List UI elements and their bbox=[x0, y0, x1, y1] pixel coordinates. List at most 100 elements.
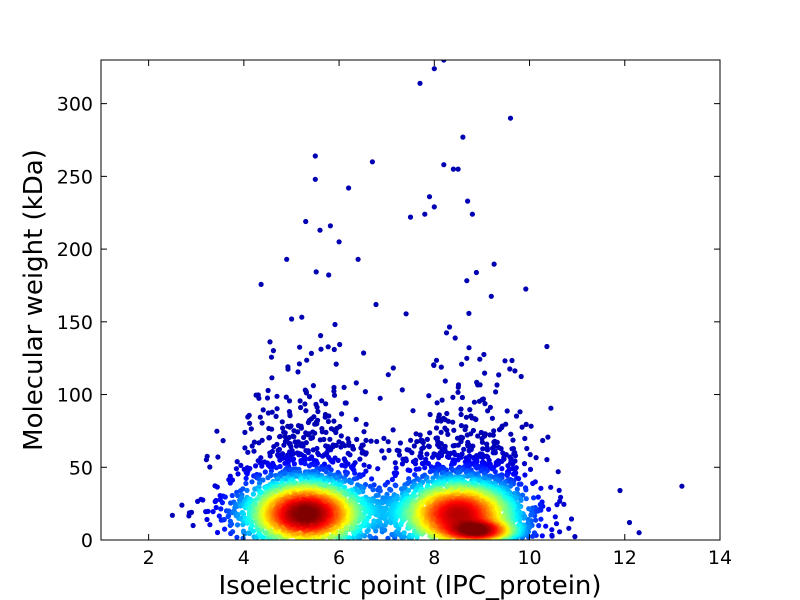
data-point bbox=[222, 526, 228, 532]
data-point bbox=[438, 429, 444, 435]
data-point bbox=[169, 512, 175, 518]
data-point bbox=[492, 469, 498, 475]
data-point bbox=[282, 460, 288, 466]
data-point bbox=[235, 471, 241, 477]
data-point bbox=[528, 423, 534, 429]
data-point bbox=[303, 390, 309, 396]
data-point bbox=[331, 346, 337, 353]
data-point bbox=[373, 528, 379, 534]
data-point bbox=[333, 429, 339, 436]
data-point bbox=[427, 469, 433, 475]
data-point bbox=[429, 454, 436, 460]
data-points bbox=[169, 60, 685, 540]
data-point bbox=[222, 494, 228, 500]
data-point bbox=[482, 370, 488, 376]
data-point bbox=[313, 269, 319, 275]
data-point bbox=[305, 432, 311, 438]
data-point bbox=[507, 366, 513, 372]
data-point bbox=[524, 445, 530, 452]
data-point bbox=[287, 413, 293, 419]
data-point bbox=[455, 166, 461, 172]
data-point bbox=[487, 404, 493, 410]
data-point bbox=[362, 451, 369, 457]
data-point bbox=[426, 444, 432, 450]
data-point bbox=[328, 467, 334, 473]
data-point bbox=[539, 533, 545, 539]
data-point bbox=[257, 414, 263, 420]
data-point bbox=[531, 495, 537, 501]
data-point bbox=[411, 443, 417, 449]
data-point bbox=[546, 506, 552, 512]
data-point bbox=[323, 469, 329, 475]
data-point bbox=[485, 408, 491, 414]
data-point bbox=[388, 487, 394, 493]
data-point bbox=[536, 523, 542, 529]
data-point bbox=[314, 404, 320, 410]
data-point bbox=[268, 354, 275, 360]
data-point bbox=[362, 389, 368, 395]
data-point bbox=[230, 529, 236, 535]
data-point bbox=[396, 448, 402, 454]
data-point bbox=[318, 346, 324, 352]
data-point bbox=[363, 421, 369, 427]
data-point bbox=[393, 465, 399, 471]
data-point bbox=[188, 509, 195, 515]
data-point bbox=[297, 344, 303, 350]
data-point bbox=[390, 427, 396, 433]
data-point bbox=[540, 437, 546, 444]
data-point bbox=[205, 508, 211, 514]
data-point bbox=[392, 472, 398, 479]
data-point bbox=[325, 344, 331, 350]
data-point bbox=[463, 414, 469, 420]
data-point bbox=[337, 482, 343, 488]
data-point bbox=[512, 368, 518, 374]
data-point bbox=[548, 405, 554, 411]
data-point bbox=[240, 486, 246, 492]
data-point bbox=[491, 439, 497, 445]
data-point bbox=[507, 115, 514, 121]
data-point bbox=[474, 465, 480, 471]
data-point bbox=[431, 362, 437, 368]
data-point bbox=[480, 454, 486, 460]
data-point bbox=[322, 414, 328, 420]
data-point bbox=[450, 166, 456, 172]
data-point bbox=[514, 486, 520, 492]
data-point bbox=[310, 447, 316, 453]
data-point bbox=[234, 459, 240, 465]
data-point bbox=[339, 411, 345, 417]
data-point bbox=[386, 447, 392, 453]
data-point bbox=[424, 451, 430, 457]
data-point bbox=[466, 345, 472, 351]
data-point bbox=[213, 497, 219, 504]
data-point bbox=[427, 430, 433, 436]
data-point bbox=[636, 530, 642, 536]
data-point bbox=[333, 361, 339, 367]
data-point bbox=[363, 468, 369, 474]
data-point bbox=[431, 204, 437, 210]
data-point bbox=[523, 487, 529, 493]
data-point bbox=[433, 357, 440, 363]
data-point bbox=[525, 516, 531, 523]
data-point bbox=[312, 421, 318, 427]
data-point bbox=[558, 494, 564, 500]
data-point bbox=[379, 448, 385, 454]
data-point bbox=[413, 431, 419, 437]
data-point bbox=[228, 521, 235, 527]
data-point bbox=[535, 494, 541, 500]
data-point bbox=[299, 314, 305, 320]
data-point bbox=[320, 453, 326, 459]
data-point bbox=[235, 492, 241, 499]
data-point bbox=[234, 522, 241, 528]
data-point bbox=[218, 506, 224, 512]
data-point bbox=[274, 406, 280, 412]
data-point bbox=[409, 450, 415, 456]
data-point bbox=[512, 453, 519, 459]
data-point bbox=[267, 339, 273, 345]
data-point bbox=[366, 464, 372, 470]
data-point bbox=[436, 444, 442, 450]
data-point bbox=[491, 261, 497, 267]
data-point bbox=[200, 497, 206, 503]
data-point bbox=[458, 411, 464, 418]
data-point bbox=[544, 457, 550, 463]
